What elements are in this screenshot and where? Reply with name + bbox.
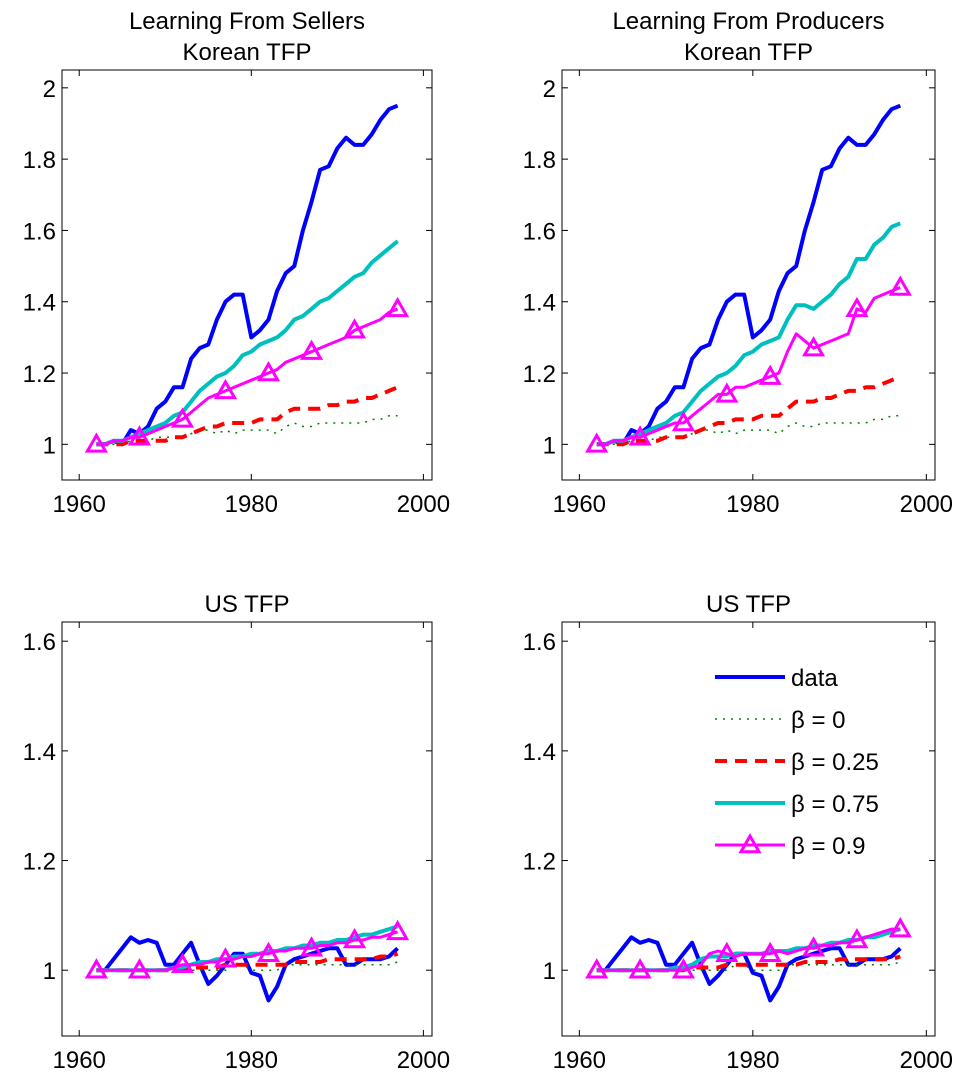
axes-box	[561, 621, 936, 1037]
series-line	[596, 415, 901, 446]
plot-area	[596, 103, 902, 447]
x-tick-label: 1960	[553, 491, 606, 518]
legend-label: β = 0	[791, 707, 846, 734]
y-tick-label: 1.6	[23, 218, 56, 245]
marker	[628, 958, 652, 979]
y-tick-label: 1.8	[523, 147, 556, 174]
marker	[127, 958, 152, 979]
marker	[299, 339, 324, 360]
legend-label: β = 0.9	[791, 833, 866, 860]
series-line	[96, 103, 399, 447]
y-tick-label: 1.4	[523, 739, 556, 766]
x-tick-label: 2000	[900, 1047, 953, 1069]
subplot-title: Learning From Sellers	[129, 8, 365, 35]
marker	[213, 378, 238, 400]
marker	[801, 936, 826, 957]
axes-box	[61, 69, 433, 481]
marker	[170, 407, 195, 428]
marker	[256, 361, 281, 382]
series-line	[96, 239, 399, 447]
marker	[385, 919, 410, 941]
y-tick-label: 1.2	[23, 361, 56, 388]
marker	[585, 958, 609, 979]
legend-label: β = 0.75	[791, 791, 879, 818]
subplot: US TFP 1960 1980 2000 1 1.2 1.4 1.6 data β = 0 β =…	[523, 591, 953, 1074]
marker	[801, 336, 826, 357]
subplot: Learning From Producers Korean TFP 1960 198…	[523, 8, 953, 518]
series-line	[596, 286, 901, 446]
subplot-title: Korean TFP	[183, 39, 312, 66]
marker	[342, 318, 367, 339]
legend-label: data	[791, 665, 838, 692]
axes-box	[61, 621, 433, 1037]
subplot-title: US TFP	[205, 591, 290, 618]
marker	[888, 917, 912, 938]
marker	[628, 425, 652, 446]
marker	[170, 952, 195, 973]
marker	[758, 364, 782, 385]
legend: data β = 0 β = 0.25 β = 0.75 β = 0.9	[715, 665, 879, 860]
marker	[715, 941, 739, 962]
y-tick-label: 2	[543, 76, 556, 103]
marker	[256, 941, 281, 962]
marker	[84, 958, 109, 979]
marker	[213, 947, 238, 968]
series-line	[596, 103, 902, 447]
axes-box	[561, 69, 936, 481]
y-tick-label: 1	[43, 958, 56, 985]
subplot-title: US TFP	[706, 591, 791, 618]
y-tick-label: 2	[43, 76, 56, 103]
series-line	[596, 961, 901, 971]
y-tick-label: 1.2	[523, 361, 556, 388]
y-tick-label: 1.8	[23, 147, 56, 174]
subplot: US TFP 1960 1980 2000 1 1.2 1.4 1.6	[23, 591, 450, 1074]
y-tick-label: 1.6	[523, 218, 556, 245]
marker	[671, 410, 696, 432]
y-tick-label: 1.4	[23, 290, 56, 317]
x-tick-label: 1980	[726, 1047, 779, 1069]
x-tick-label: 2000	[397, 491, 450, 518]
legend-label: β = 0.25	[791, 749, 879, 776]
y-tick-label: 1	[543, 432, 556, 459]
x-tick-label: 1960	[553, 1047, 606, 1069]
plot-area	[96, 924, 399, 1003]
marker	[127, 425, 152, 446]
subplot-title: Korean TFP	[684, 39, 813, 66]
y-tick-label: 1	[43, 432, 56, 459]
y-tick-label: 1	[543, 958, 556, 985]
marker	[84, 432, 109, 453]
x-tick-label: 2000	[900, 491, 953, 518]
marker	[758, 941, 782, 962]
marker	[299, 936, 324, 957]
marker	[385, 296, 410, 318]
marker	[888, 275, 912, 296]
y-tick-label: 1.4	[23, 739, 56, 766]
x-tick-label: 1980	[225, 1047, 278, 1069]
x-tick-label: 1960	[53, 491, 106, 518]
subplot: Learning From Sellers Korean TFP 1960 1980 2…	[23, 8, 450, 518]
marker	[845, 296, 869, 318]
series-line	[96, 961, 398, 971]
series-line	[96, 307, 399, 446]
marker	[671, 958, 696, 979]
y-tick-label: 1.2	[23, 849, 56, 876]
plot-area	[96, 103, 399, 447]
marker	[585, 432, 609, 453]
y-tick-label: 1.4	[523, 290, 556, 317]
y-tick-label: 1.2	[523, 849, 556, 876]
marker	[845, 928, 869, 949]
x-tick-label: 1980	[726, 491, 779, 518]
x-tick-label: 2000	[397, 1047, 450, 1069]
subplot-title: Learning From Producers	[612, 8, 884, 35]
marker	[715, 382, 739, 403]
marker	[342, 928, 367, 949]
x-tick-label: 1960	[53, 1047, 106, 1069]
y-tick-label: 1.6	[23, 629, 56, 656]
series-line	[596, 221, 902, 447]
y-tick-label: 1.6	[523, 629, 556, 656]
legend-marker	[738, 832, 762, 854]
x-tick-label: 1980	[225, 491, 278, 518]
